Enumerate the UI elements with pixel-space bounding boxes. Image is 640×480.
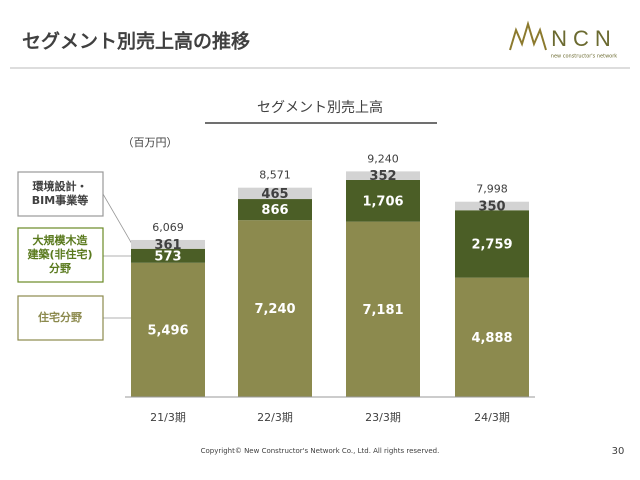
legend-label: BIM事業等 [32,193,88,207]
segment-label: 866 [261,203,288,218]
bar-segment [238,199,312,221]
x-tick-label: 23/3期 [365,411,401,424]
bar-segment [238,220,312,397]
bar-segment [131,262,205,397]
bar-segment [346,221,420,397]
segment-label: 2,759 [471,237,512,252]
legend-label: 環境設計・ [33,179,88,193]
total-label: 8,571 [259,169,291,182]
x-tick-label: 22/3期 [257,411,293,424]
bar-segment [131,239,205,249]
total-label: 6,069 [152,221,184,234]
chart-title: セグメント別売上高 [257,99,383,116]
segment-label: 350 [478,199,505,214]
bar-segment [455,201,529,211]
segment-label: 573 [154,249,181,264]
bar-segment [455,277,529,397]
x-tick-label: 21/3期 [150,411,186,424]
slide-title: セグメント別売上高の推移 [22,30,250,53]
bar-segment [346,179,420,222]
bar-segment [455,210,529,278]
bar-segment [346,171,420,180]
segment-label: 361 [154,238,181,253]
bar-segment [131,248,205,263]
logo-text: NCN [551,26,617,51]
legend-label: 建築(非住宅) [27,247,92,261]
segment-label: 7,240 [254,302,295,317]
legend-box [17,295,104,341]
legend-label: 大規模木造 [33,233,89,247]
logo-subtitle: new constructor's network [551,54,617,60]
total-label: 7,998 [476,183,508,196]
segment-label: 1,706 [362,194,403,209]
segment-label: 5,496 [147,323,188,338]
legend-label: 住宅分野 [38,310,82,324]
legend-box [17,227,104,283]
legend-label: 分野 [49,261,71,275]
total-label: 9,240 [367,152,399,165]
unit-label: （百万円） [123,136,178,149]
segment-label: 465 [261,187,288,202]
bar-segment [238,187,312,200]
page-number: 30 [612,446,625,457]
legend-box [17,171,104,217]
logo-icon [509,20,547,51]
segment-label: 352 [369,169,396,184]
segment-label: 7,181 [362,303,403,318]
x-tick-label: 24/3期 [474,411,510,424]
segment-label: 4,888 [471,331,512,346]
copyright: Copyright© New Constructor's Network Co.… [201,447,440,455]
legend-connectors [102,193,133,319]
